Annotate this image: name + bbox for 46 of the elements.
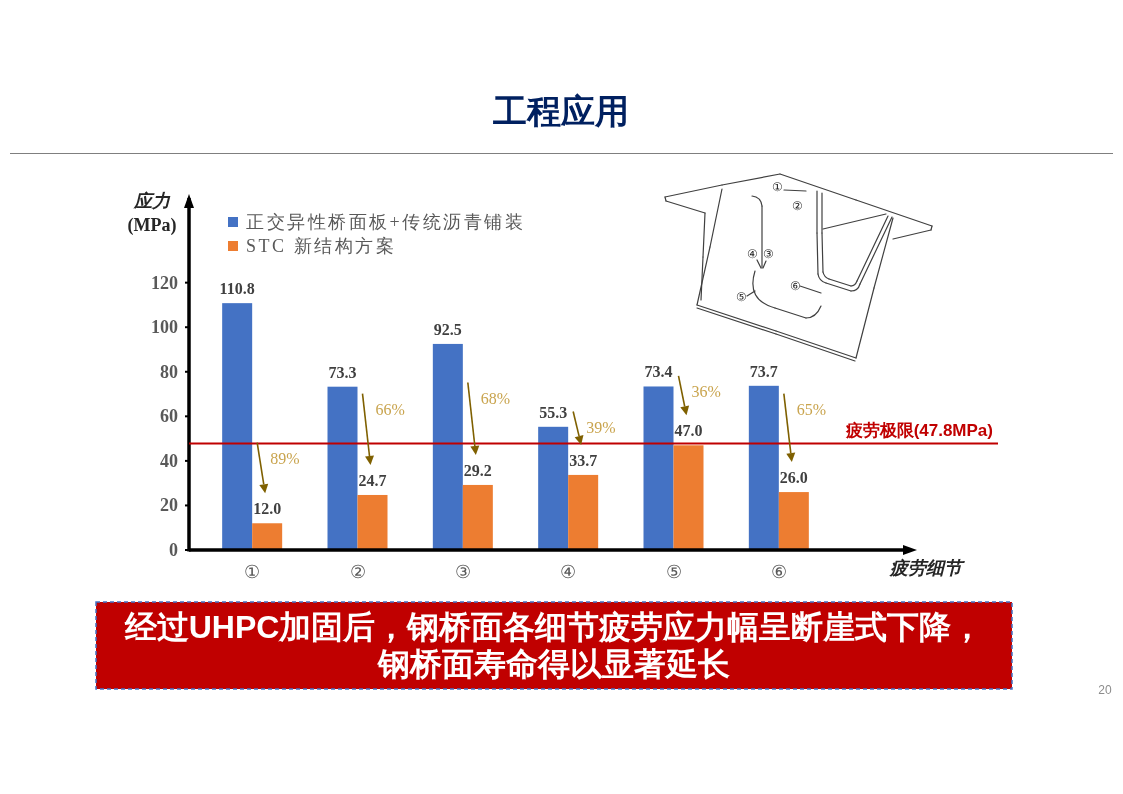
y-tick-label: 60 [160,406,178,427]
category-label: ③ [762,247,774,261]
x-axis-title: 疲劳细节 [889,558,965,578]
y-tick-label: 120 [151,272,178,293]
category-label: ② [791,199,803,213]
x-tick-label: ③ [454,562,471,582]
chart-title: 工程应用 [492,92,629,130]
ref-line-label: 疲劳极限(47.8MPa) [844,420,993,440]
annotation: 89% [270,450,300,468]
x-tick-label: ① [244,562,261,582]
y-tick-label: 100 [151,317,178,338]
y-tick-label: 0 [169,540,178,560]
data-label: 29.2 [463,461,492,479]
data-label: 55.3 [539,403,568,421]
x-tick-label: ⑤ [665,562,682,582]
category-label: ④ [746,247,758,261]
data-label: 110.8 [219,280,255,298]
annotation: 66% [375,401,405,419]
data-label: 47.0 [674,422,703,440]
annotation: 65% [796,401,827,419]
y-tick-label: 20 [160,495,178,516]
x-tick-label: ④ [560,562,577,582]
data-label: 73.4 [644,363,673,381]
y-tick-label: 40 [160,450,178,471]
x-tick-label: ② [349,562,366,582]
text: 经过UHPC加固后，钢桥面各细节疲劳应力幅呈断崖式下降， [123,609,984,645]
legend-label: 正交异性桥面板+传统沥青铺装 [246,212,526,232]
text: 钢桥面寿命得以显著延长 [376,646,730,682]
text: 20 [1098,683,1112,697]
data-label: 33.7 [569,451,598,469]
y-tick-label: 80 [160,361,178,382]
category-label: ① [771,180,783,194]
annotation: 39% [586,418,616,436]
legend-label: STC 新结构方案 [246,236,397,256]
data-label: 12.0 [253,500,282,518]
data-label: 92.5 [433,320,462,338]
data-label: 73.3 [328,363,357,381]
y-axis-title: 应力 (MPa) [127,191,177,236]
category-label: ⑥ [789,279,801,293]
annotation: 36% [691,383,721,401]
x-tick-label: ⑥ [770,562,787,582]
data-label: 26.0 [779,469,808,487]
annotation: 68% [480,390,511,408]
category-label: ⑤ [735,290,747,304]
data-label: 73.7 [749,362,778,380]
data-label: 24.7 [358,471,387,489]
